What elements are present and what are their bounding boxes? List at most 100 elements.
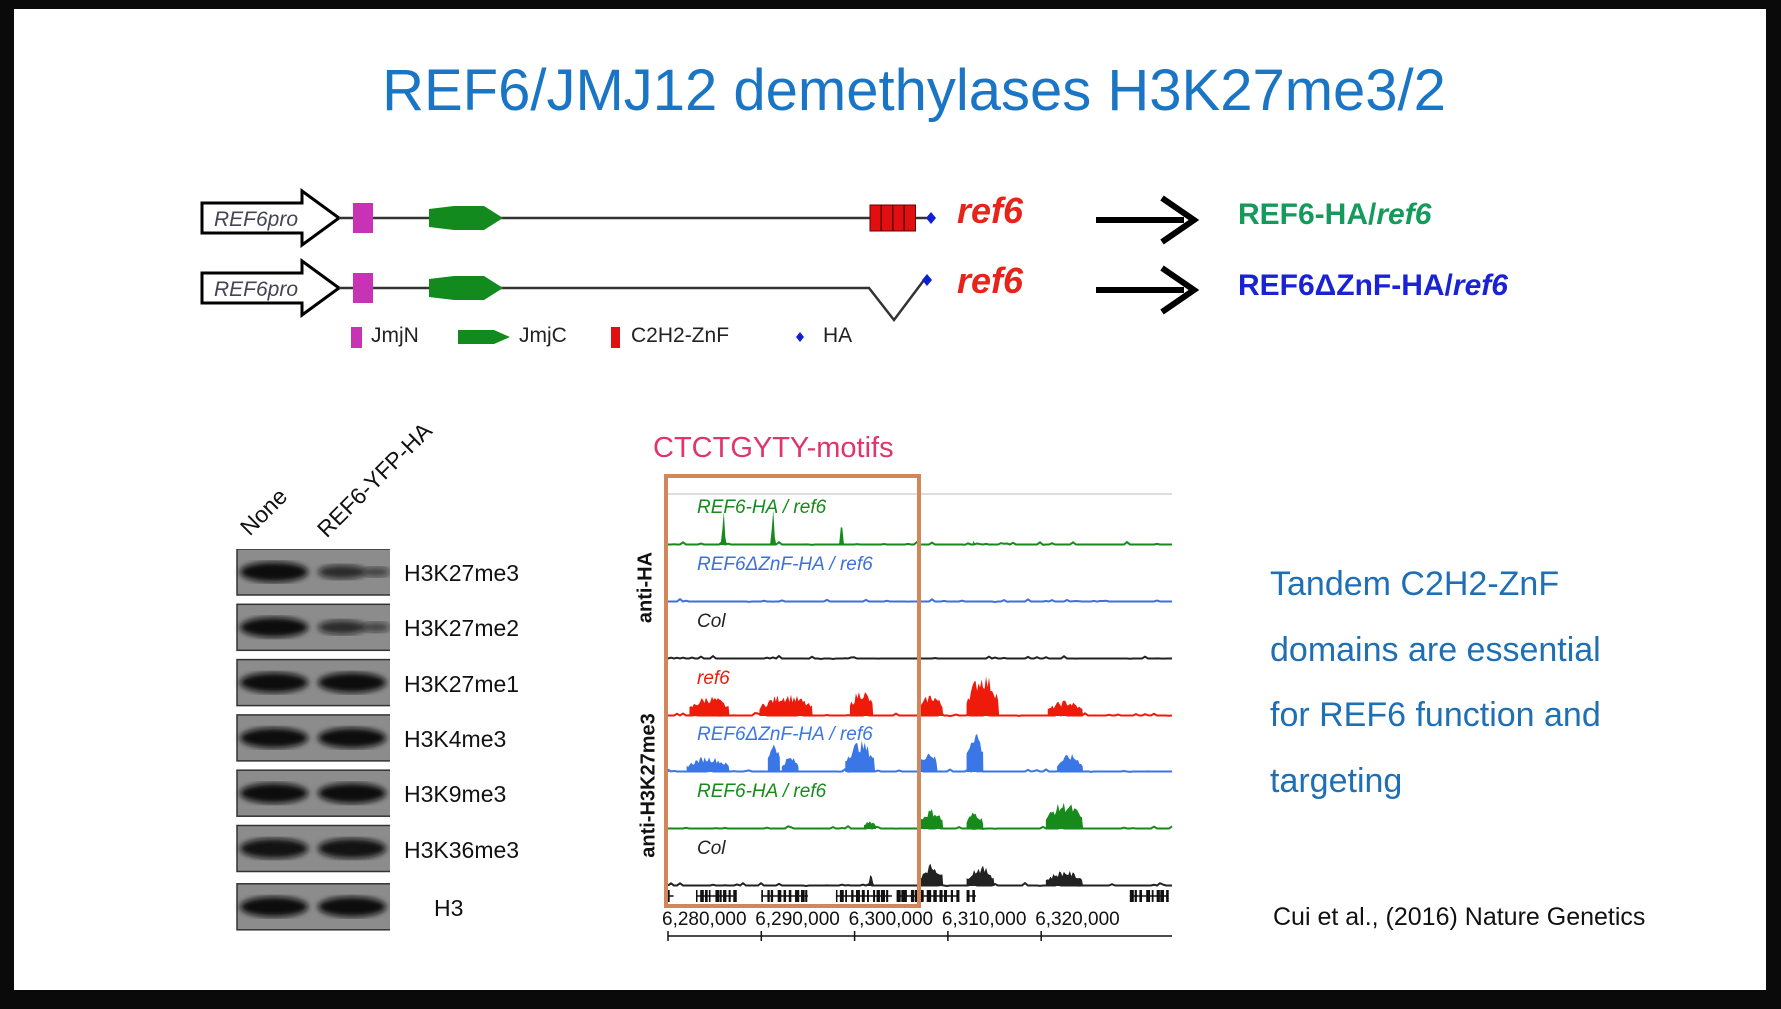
citation: Cui et al., (2016) Nature Genetics — [1273, 903, 1646, 931]
western-blot — [236, 549, 390, 931]
blot-band — [240, 896, 308, 917]
promoter-arrow-icon — [200, 188, 342, 248]
jmjc-domain — [429, 276, 503, 300]
exon — [835, 890, 838, 902]
exon — [873, 890, 876, 902]
blot-band — [318, 783, 386, 804]
exon — [767, 890, 770, 902]
track-label: Col — [697, 838, 726, 859]
signal-peak — [919, 695, 944, 716]
side-text-line-4: targeting — [1270, 762, 1403, 800]
exon — [777, 890, 782, 902]
construct-2-result-prefix: REF6ΔZnF-HA/ — [1238, 269, 1453, 302]
signal-peak — [837, 527, 846, 545]
ha-tag-icon — [922, 274, 932, 286]
axis-tick-label: 6,310,000 — [941, 909, 1027, 930]
signal-peak — [972, 540, 975, 545]
exon — [876, 890, 880, 902]
legend-ha-icon — [796, 332, 804, 342]
signal-peak — [966, 733, 984, 772]
signal-peak — [966, 812, 984, 829]
side-text-line-3: for REF6 function and — [1270, 696, 1601, 734]
exon — [1160, 890, 1165, 902]
signal-peak — [686, 757, 730, 772]
exon — [1146, 890, 1151, 902]
legend-jmjn-icon — [351, 327, 362, 348]
exon — [943, 890, 948, 902]
blot-row-label: H3 — [434, 894, 464, 921]
exon — [933, 890, 937, 902]
axis-tick-label: 6,320,000 — [1035, 909, 1120, 930]
track-label: REF6ΔZnF-HA / ref6 — [697, 554, 873, 575]
gene-annotation-track — [668, 890, 1169, 902]
exon — [1166, 890, 1169, 902]
promoter-arrow-icon — [200, 258, 342, 318]
blot-band — [318, 896, 386, 917]
exon — [733, 890, 737, 902]
exon — [950, 890, 953, 902]
exon — [851, 890, 854, 902]
gene-construct-diagram: REF6pro REF6pro — [200, 188, 1200, 348]
exon — [770, 890, 774, 902]
blot-band — [318, 727, 386, 748]
construct-2-mutant-label: ref6 — [957, 260, 1024, 301]
motif-label: CTCTGYTY-motifs — [653, 432, 894, 464]
exon — [972, 890, 975, 902]
exon — [1139, 890, 1142, 902]
construct-1: REF6pro — [200, 188, 1200, 248]
blot-band — [318, 565, 366, 579]
blot-row-label: H3K27me3 — [404, 560, 520, 586]
legend-jmjc: JmjC — [519, 324, 567, 347]
signal-peak — [919, 863, 944, 886]
exon — [795, 890, 800, 902]
blot-band — [318, 838, 386, 859]
promoter-label: REF6pro — [214, 208, 298, 231]
exon — [700, 890, 704, 902]
legend-ha: HA — [823, 324, 853, 347]
exon — [914, 890, 918, 902]
track-label: REF6-HA / ref6 — [697, 497, 827, 518]
blot-band — [318, 672, 386, 693]
exon — [1151, 890, 1154, 902]
motif-highlight-box — [664, 474, 921, 908]
track-label: REF6ΔZnF-HA / ref6 — [697, 724, 873, 745]
jmjn-domain — [353, 273, 373, 303]
exon — [855, 890, 860, 902]
signal-peak — [966, 865, 995, 886]
exon — [920, 890, 924, 902]
znf-domain — [904, 204, 916, 232]
blot-band — [240, 838, 308, 859]
construct-1-result-prefix: REF6-HA/ — [1238, 198, 1377, 231]
exon — [956, 890, 960, 902]
exon — [866, 890, 869, 902]
legend-jmjc-icon — [458, 330, 510, 344]
slide-title: REF6/JMJ12 demethylases H3K27me3/2 — [382, 58, 1446, 123]
exon — [715, 890, 720, 902]
signal-peak — [689, 696, 730, 716]
blot-row — [236, 824, 390, 873]
signal-peak — [768, 510, 778, 545]
blot-row — [236, 658, 390, 707]
legend-jmjn: JmjN — [371, 324, 419, 347]
exon — [805, 890, 808, 902]
blot-band — [240, 562, 308, 582]
blot-row-label: H3K4me3 — [404, 725, 507, 752]
exon — [904, 890, 907, 902]
exon — [788, 890, 792, 902]
exon — [926, 890, 932, 902]
construct-2: REF6pro — [200, 258, 1200, 323]
exon — [910, 890, 915, 902]
blot-row — [236, 549, 390, 596]
blot-row — [236, 769, 390, 817]
signal-peak — [1045, 802, 1084, 829]
exon — [695, 890, 698, 902]
exon — [668, 890, 670, 902]
signal-peak — [1057, 753, 1084, 772]
jmjn-domain — [353, 203, 373, 233]
exon — [800, 890, 805, 902]
exon — [723, 890, 727, 902]
blot-row — [236, 714, 390, 762]
track-label: REF6-HA / ref6 — [697, 781, 827, 802]
exon — [728, 890, 731, 902]
blot-row — [236, 883, 390, 931]
